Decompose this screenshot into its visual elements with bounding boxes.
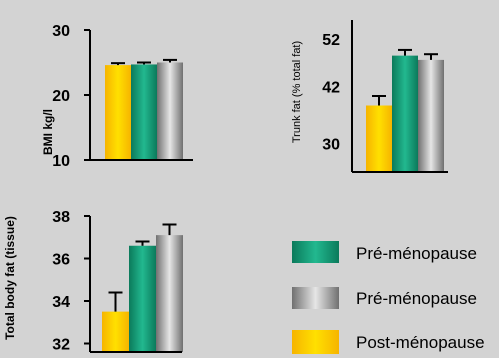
legend-item-yellow: Post-ménopause xyxy=(292,330,485,354)
total-body-fat-axes xyxy=(89,216,182,353)
trunk-fat-bar-yellow xyxy=(366,105,392,172)
legend-swatch-gray xyxy=(292,287,339,309)
total-body-fat-y-axis-label: Total body fat (tissue) xyxy=(3,216,17,340)
legend-swatch-yellow xyxy=(292,330,339,354)
total-body-fat-bars xyxy=(102,223,183,352)
bmi-axes xyxy=(89,30,193,161)
total-body-fat-bar-yellow xyxy=(102,311,129,352)
bmi-y-axis-label: BMI kg/l xyxy=(41,109,55,155)
bmi-y-tick-label: 10 xyxy=(52,153,70,170)
legend-label-yellow: Post-ménopause xyxy=(356,333,485,352)
total-body-fat-y-tick-label: 32 xyxy=(52,337,70,354)
bmi-y-ticks: 10 20 30 xyxy=(52,23,90,170)
legend: Pré-ménopause Pré-ménopause Post-ménopau… xyxy=(292,241,485,354)
total-body-fat-y-tick-label: 34 xyxy=(52,294,70,311)
trunk-fat-bar-green xyxy=(392,55,418,172)
legend-item-green: Pré-ménopause xyxy=(292,241,477,263)
bmi-bar-gray xyxy=(157,62,183,160)
total-body-fat-chart: 32 34 36 38 Total body fat (tissue) xyxy=(3,209,183,354)
bmi-bars xyxy=(105,58,183,160)
legend-item-gray: Pré-ménopause xyxy=(292,287,477,309)
total-body-fat-y-tick-label: 38 xyxy=(52,209,70,226)
trunk-fat-axes xyxy=(351,20,448,173)
legend-swatch-green xyxy=(292,241,339,263)
trunk-fat-y-tick-label: 42 xyxy=(322,80,340,97)
trunk-fat-bars xyxy=(366,48,444,172)
bmi-chart: 10 20 30 BMI kg/l xyxy=(41,23,193,170)
legend-label-green: Pré-ménopause xyxy=(356,244,477,263)
trunk-fat-y-axis-label: Trunk fat (% total fat) xyxy=(291,41,303,143)
bmi-y-tick-label: 30 xyxy=(52,23,70,40)
bmi-y-tick-label: 20 xyxy=(52,88,70,105)
total-body-fat-y-ticks: 32 34 36 38 xyxy=(52,209,90,354)
trunk-fat-y-tick-label: 52 xyxy=(322,32,340,49)
trunk-fat-chart: 30 42 52 Trunk fat (% total fat) xyxy=(291,20,448,173)
bmi-bar-green xyxy=(131,64,157,160)
total-body-fat-bar-green xyxy=(129,245,156,352)
total-body-fat-y-tick-label: 36 xyxy=(52,252,70,269)
legend-label-gray: Pré-ménopause xyxy=(356,289,477,308)
trunk-fat-bar-gray xyxy=(418,59,444,172)
bmi-bar-yellow xyxy=(105,65,131,160)
total-body-fat-bar-gray xyxy=(156,235,183,352)
trunk-fat-y-tick-label: 30 xyxy=(322,137,340,154)
trunk-fat-y-ticks: 30 42 52 xyxy=(322,32,340,154)
